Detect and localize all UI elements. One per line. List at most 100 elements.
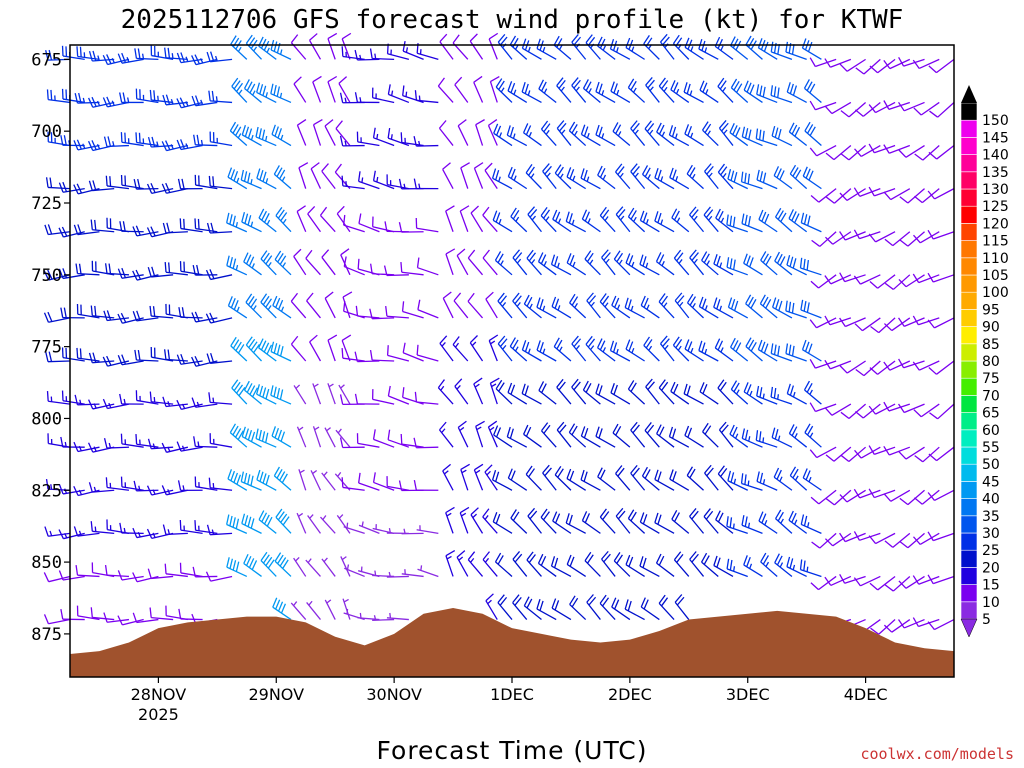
- wind-barb: [580, 168, 601, 190]
- wind-barb: [698, 296, 719, 319]
- wind-barb: [58, 570, 85, 581]
- wind-barb: [584, 551, 601, 577]
- wind-barb: [117, 52, 144, 64]
- wind-barb: [789, 164, 808, 190]
- wind-barb: [208, 90, 233, 104]
- wind-barb: [117, 615, 144, 626]
- wind-barb: [788, 424, 808, 448]
- colorbar-top-arrow: [961, 85, 977, 103]
- wind-barb: [727, 470, 749, 491]
- wind-barb: [599, 594, 616, 620]
- wind-barb: [341, 175, 365, 190]
- wind-barb: [132, 225, 159, 237]
- wind-barb: [855, 101, 881, 117]
- wind-barb: [668, 426, 690, 448]
- wind-barb: [839, 188, 866, 201]
- wind-barb: [91, 562, 115, 578]
- wind-barb: [810, 575, 837, 591]
- wind-barb: [485, 593, 498, 620]
- x-tick-label: 29NOV: [248, 685, 304, 704]
- wind-barb: [370, 263, 395, 276]
- wind-barb: [839, 489, 866, 503]
- wind-barb: [274, 250, 292, 276]
- wind-barb: [102, 54, 130, 66]
- wind-barb: [586, 594, 601, 620]
- wind-barb: [298, 162, 309, 189]
- wind-barb: [912, 360, 940, 371]
- wind-barb: [205, 312, 233, 324]
- wind-barb: [243, 553, 262, 577]
- wind-barb: [354, 393, 380, 405]
- wind-barb: [194, 520, 218, 535]
- wind-barb: [699, 382, 719, 405]
- wind-barb: [274, 552, 292, 577]
- wind-barb: [703, 508, 719, 534]
- wind-barb: [206, 51, 233, 63]
- wind-barb: [335, 428, 351, 448]
- wind-barb: [106, 217, 130, 233]
- wind-barb: [512, 249, 528, 276]
- y-tick-label: 850: [31, 553, 62, 573]
- wind-barb: [597, 165, 616, 190]
- wind-barb: [655, 553, 675, 577]
- wind-barb: [868, 403, 896, 415]
- wind-barb: [912, 575, 940, 585]
- wind-barb: [741, 126, 763, 147]
- wind-barb: [898, 446, 925, 460]
- wind-barb: [897, 618, 925, 629]
- wind-barb: [102, 398, 130, 410]
- wind-barb: [883, 445, 911, 456]
- wind-barb: [493, 123, 513, 147]
- wind-barb: [193, 436, 218, 448]
- wind-barb: [824, 231, 852, 245]
- wind-barb: [73, 224, 100, 236]
- wind-barb: [672, 336, 690, 362]
- wind-barb: [525, 465, 542, 491]
- wind-barb: [645, 378, 660, 405]
- wind-barb: [369, 48, 395, 61]
- colorbar-segment: [960, 326, 978, 345]
- wind-barb: [803, 79, 822, 103]
- wind-barb: [668, 125, 690, 147]
- wind-barb: [179, 562, 203, 578]
- wind-barb: [473, 162, 484, 189]
- wind-barb: [104, 263, 129, 276]
- wind-barb: [717, 379, 734, 405]
- wind-barb: [509, 35, 528, 60]
- colorbar-label: 50: [982, 457, 1000, 473]
- wind-barb: [669, 167, 690, 190]
- colorbar-segment: [960, 412, 978, 431]
- wind-barb: [869, 575, 896, 591]
- wind-barb: [293, 556, 307, 577]
- wind-barb: [457, 119, 469, 146]
- wind-barb: [194, 476, 218, 491]
- colorbar-segment: [960, 171, 978, 190]
- wind-barb: [310, 469, 322, 491]
- wind-barb: [58, 181, 85, 193]
- wind-barb: [760, 251, 778, 276]
- wind-barb: [105, 175, 130, 190]
- wind-barb: [60, 307, 85, 319]
- wind-barb: [495, 78, 513, 103]
- wind-barb: [90, 521, 115, 535]
- wind-barb: [654, 512, 675, 534]
- wind-barb: [44, 526, 71, 537]
- wind-barb: [884, 231, 911, 247]
- wind-barb: [452, 336, 469, 362]
- wind-barb: [551, 296, 572, 319]
- wind-barb: [343, 522, 365, 534]
- wind-barb: [597, 467, 616, 491]
- wind-barb: [740, 171, 763, 190]
- wind-barb: [509, 337, 528, 362]
- wind-barb: [491, 469, 513, 491]
- wind-barb: [413, 437, 439, 449]
- wind-barb: [135, 390, 159, 405]
- wind-barb: [176, 52, 203, 64]
- wind-barb: [473, 75, 484, 103]
- wind-barb: [927, 574, 955, 585]
- wind-barb: [482, 206, 498, 233]
- wind-barb: [270, 341, 292, 362]
- wind-barb: [839, 317, 866, 328]
- wind-barb: [713, 254, 734, 276]
